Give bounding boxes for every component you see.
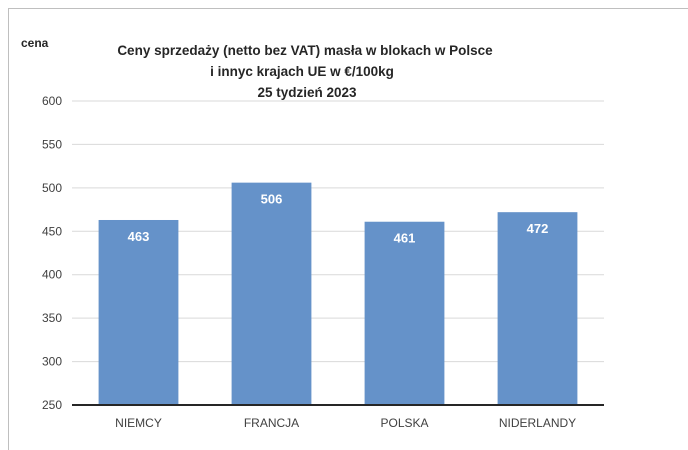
y-tick-label: 350 xyxy=(42,311,62,325)
bar-francja xyxy=(231,182,312,405)
y-tick-label: 300 xyxy=(42,355,62,369)
bar-niderlandy xyxy=(497,212,578,405)
data-label: 461 xyxy=(394,231,416,246)
bars xyxy=(98,182,578,405)
x-tick-label: POLSKA xyxy=(380,416,428,430)
y-axis-label: cena xyxy=(21,36,49,50)
y-tick-label: 250 xyxy=(42,398,62,412)
data-label: 506 xyxy=(261,192,283,207)
bar-niemcy xyxy=(98,219,179,405)
chart-title-line-2: i innyc krajach UE w €/100kg xyxy=(210,64,394,79)
y-tick-label: 400 xyxy=(42,268,62,282)
chart-title: Ceny sprzedaży (netto bez VAT) masła w b… xyxy=(117,43,493,100)
x-tick-label: NIDERLANDY xyxy=(499,416,576,430)
chart-title-line-3: 25 tydzień 2023 xyxy=(257,85,357,100)
y-tick-label: 600 xyxy=(42,94,62,108)
bar-polska xyxy=(364,221,445,405)
y-tick-label: 450 xyxy=(42,224,62,238)
data-label: 472 xyxy=(527,221,549,236)
x-tick-label: FRANCJA xyxy=(244,416,299,430)
chart-title-line-1: Ceny sprzedaży (netto bez VAT) masła w b… xyxy=(117,43,493,58)
chart-frame xyxy=(8,8,688,450)
y-tick-label: 550 xyxy=(42,137,62,151)
y-tick-label: 500 xyxy=(42,181,62,195)
x-axis-categories: NIEMCY FRANCJA POLSKA NIDERLANDY xyxy=(115,416,576,430)
data-label: 463 xyxy=(128,229,150,244)
data-labels: 463 506 461 472 xyxy=(128,192,549,246)
x-tick-label: NIEMCY xyxy=(115,416,162,430)
y-axis-ticks: 600 550 500 450 400 350 300 250 xyxy=(42,94,62,412)
